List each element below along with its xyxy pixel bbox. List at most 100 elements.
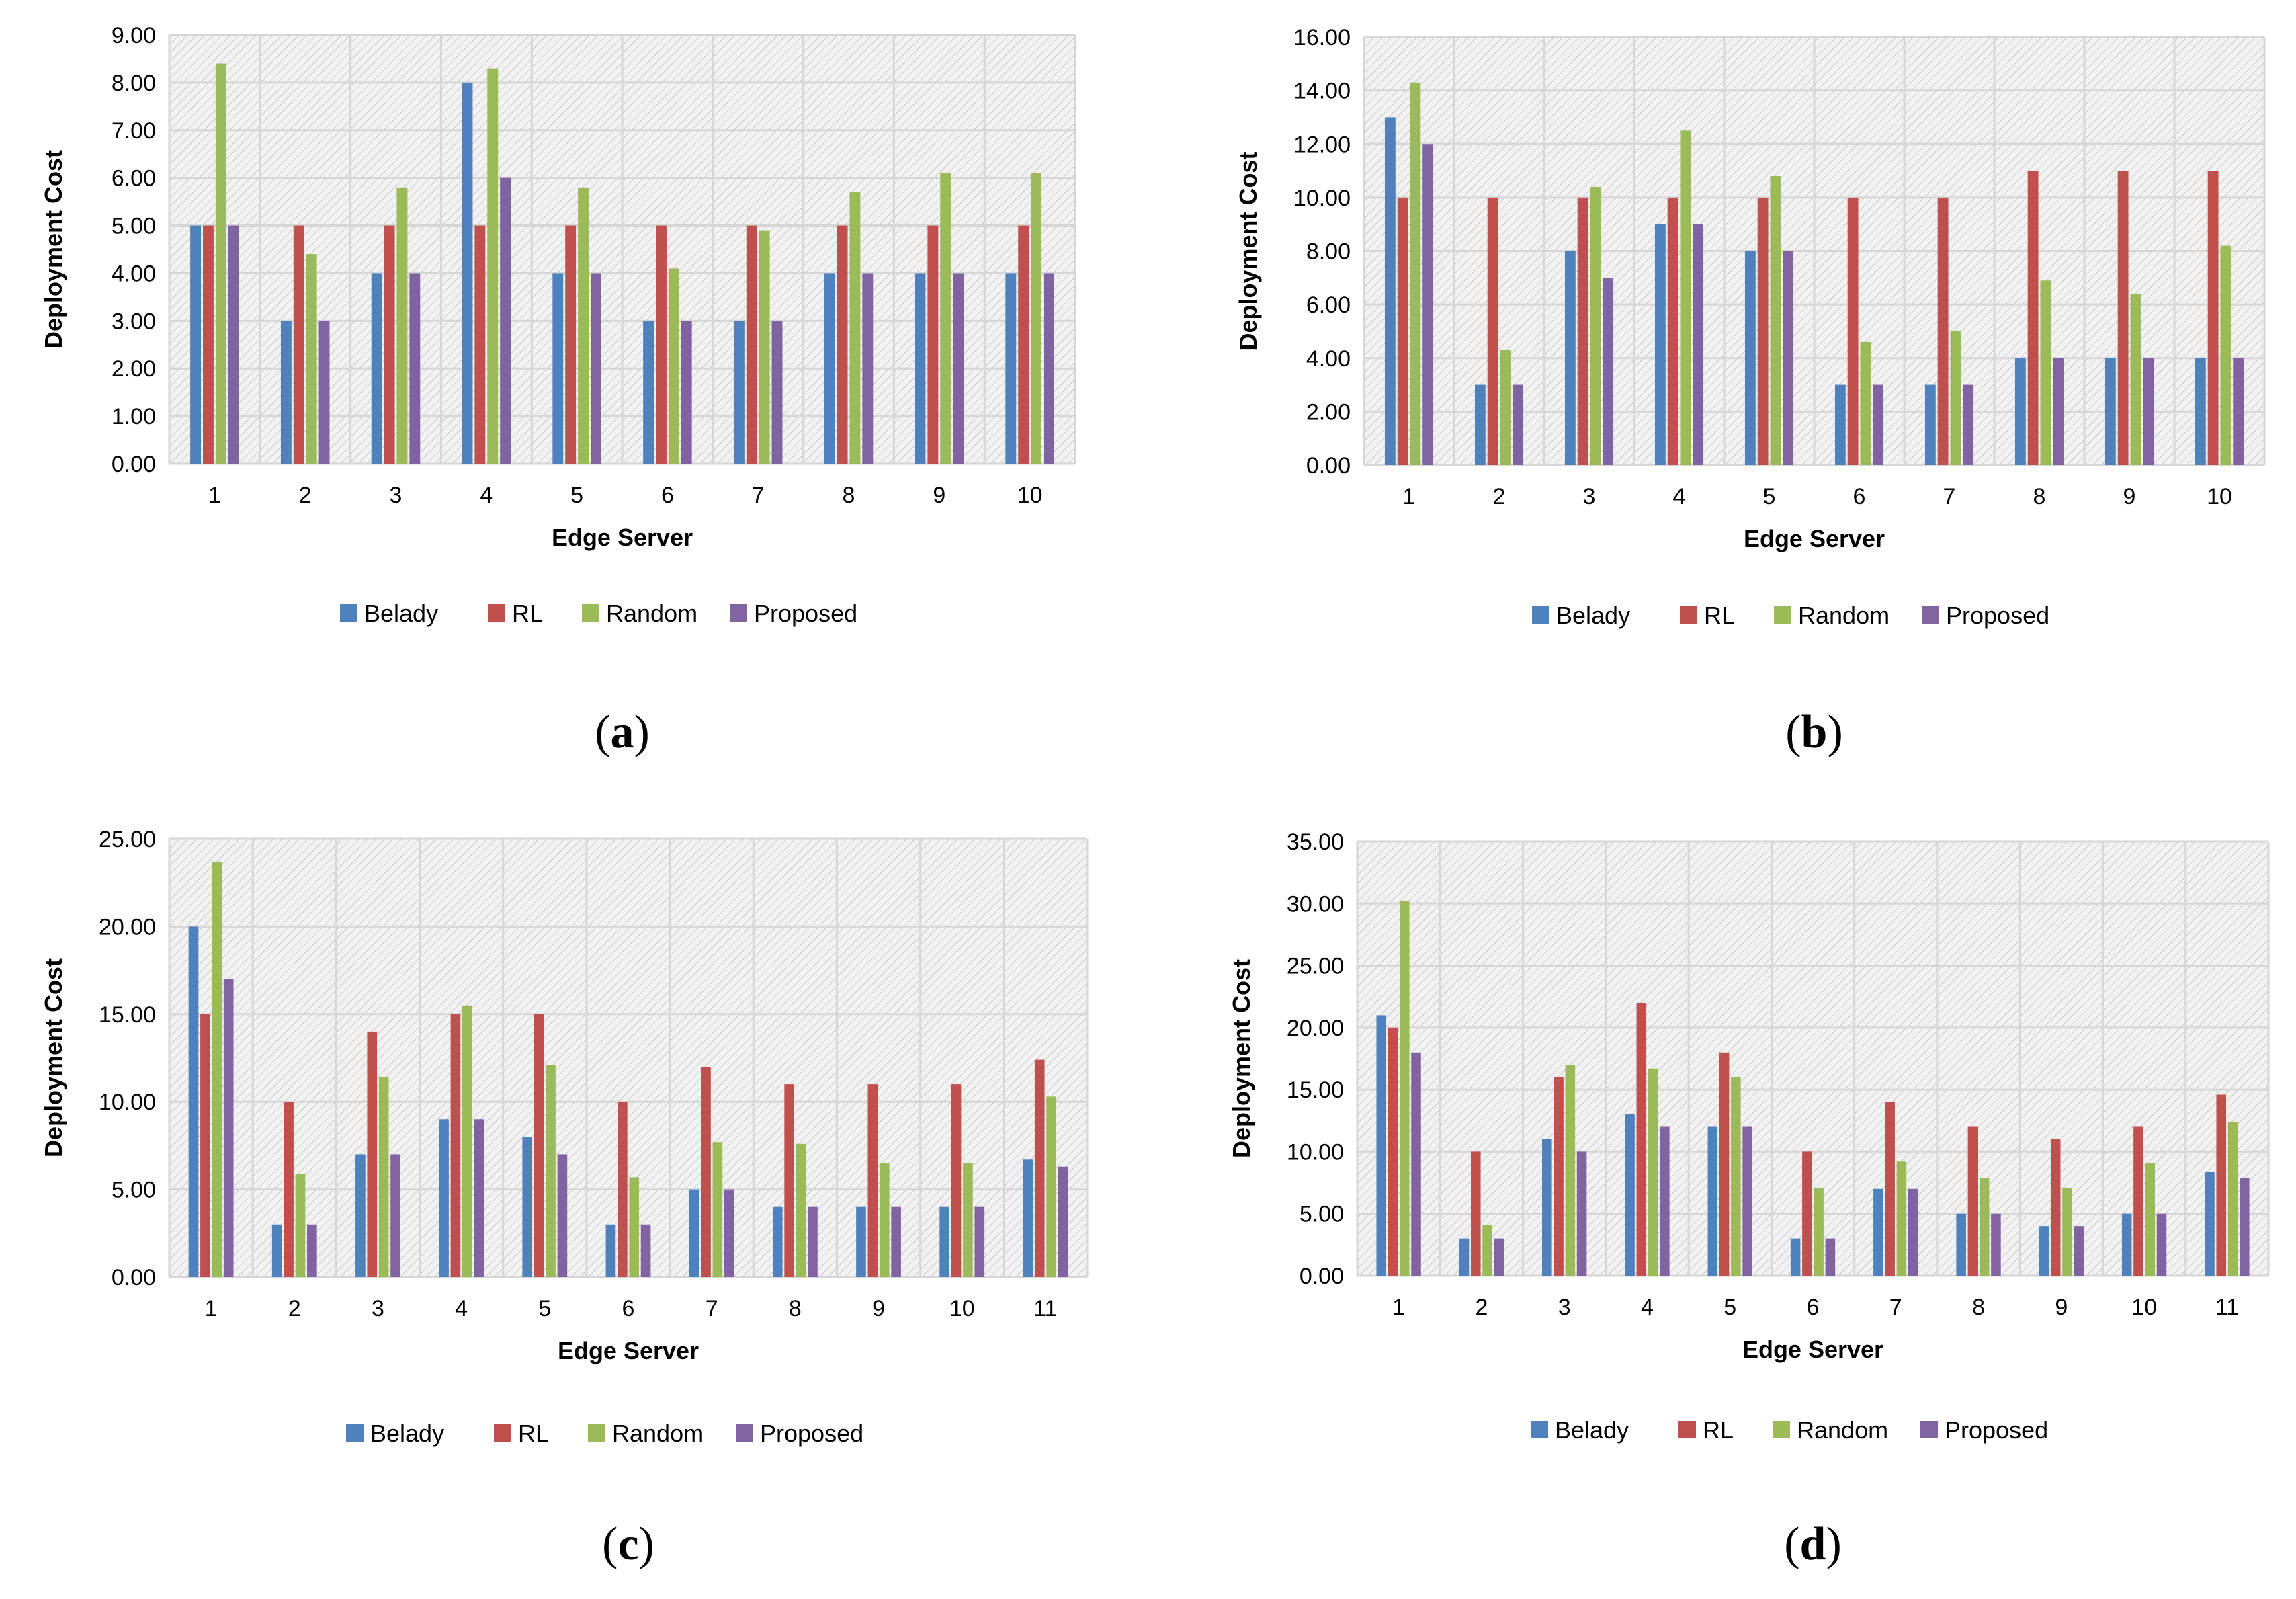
legend-swatch-random <box>1773 1421 1790 1438</box>
bar-belady-5 <box>1744 251 1756 465</box>
bar-belady-10 <box>2195 358 2206 465</box>
x-tick-label: 1 <box>1403 484 1416 509</box>
bar-random-4 <box>1648 1068 1658 1276</box>
bar-proposed-10 <box>2233 358 2244 465</box>
bar-belady-8 <box>2014 358 2026 465</box>
bar-belady-11 <box>2205 1171 2215 1276</box>
bar-proposed-9 <box>953 273 964 464</box>
bar-rl-6 <box>617 1102 628 1277</box>
bar-random-2 <box>1482 1225 1492 1276</box>
x-tick-label: 10 <box>949 1296 975 1321</box>
y-tick-label: 16.00 <box>1293 25 1351 50</box>
y-tick-label: 4.00 <box>112 261 156 286</box>
bar-belady-8 <box>824 273 835 464</box>
x-tick-label: 2 <box>1493 484 1506 509</box>
panel-caption: (b) <box>1785 706 1843 758</box>
x-tick-label: 7 <box>1943 484 1956 509</box>
x-axis-title: Edge Server <box>552 524 693 551</box>
x-tick-label: 8 <box>789 1296 802 1321</box>
bar-belady-7 <box>733 321 745 464</box>
y-tick-label: 0.00 <box>1306 453 1351 479</box>
x-tick-label: 1 <box>208 483 221 508</box>
bar-rl-6 <box>1847 197 1859 465</box>
y-tick-label: 2.00 <box>1306 399 1351 425</box>
panel-caption: (a) <box>595 706 650 758</box>
bar-random-8 <box>849 192 861 464</box>
bar-random-1 <box>212 861 222 1277</box>
y-tick-label: 7.00 <box>112 118 156 144</box>
y-tick-label: 12.00 <box>1293 132 1351 157</box>
bar-proposed-7 <box>771 321 783 464</box>
bar-belady-3 <box>355 1154 366 1277</box>
bar-proposed-10 <box>2156 1213 2167 1276</box>
x-tick-label: 2 <box>288 1296 301 1321</box>
legend-label-rl: RL <box>1704 602 1735 629</box>
bar-rl-2 <box>284 1102 294 1277</box>
plot-area <box>169 839 1087 1277</box>
legend-label-proposed: Proposed <box>1946 602 2049 629</box>
bar-rl-8 <box>2027 171 2039 465</box>
x-tick-label: 1 <box>205 1296 218 1321</box>
bar-random-5 <box>1731 1077 1741 1276</box>
bar-proposed-4 <box>1660 1126 1670 1276</box>
bar-rl-7 <box>1937 197 1949 465</box>
bar-random-8 <box>1979 1178 1990 1276</box>
legend-swatch-rl <box>494 1424 511 1442</box>
y-axis-title: Deployment Cost <box>40 958 67 1157</box>
y-tick-label: 8.00 <box>1306 239 1351 265</box>
bar-random-8 <box>2040 280 2051 465</box>
bar-random-10 <box>1031 173 1041 464</box>
bar-rl-5 <box>534 1014 544 1277</box>
bar-proposed-11 <box>2239 1178 2250 1276</box>
bar-belady-3 <box>371 273 382 464</box>
x-tick-label: 9 <box>2055 1295 2068 1320</box>
legend-label-proposed: Proposed <box>1945 1416 2048 1444</box>
bar-rl-6 <box>656 225 667 464</box>
legend: Belady RL Random Proposed <box>1531 1416 2048 1444</box>
bar-rl-1 <box>1388 1027 1398 1276</box>
bar-rl-5 <box>1719 1052 1730 1276</box>
legend-label-belady: Belady <box>1555 1416 1629 1444</box>
legend: Belady RL Random Proposed <box>340 600 857 627</box>
y-tick-label: 0.00 <box>1300 1264 1344 1289</box>
bar-proposed-4 <box>1693 224 1704 465</box>
bar-rl-1 <box>1397 197 1408 465</box>
bar-belady-4 <box>439 1119 449 1277</box>
bar-rl-9 <box>2050 1139 2061 1276</box>
plot-area <box>1357 842 2268 1276</box>
bar-belady-1 <box>188 926 199 1277</box>
bar-belady-10 <box>1005 273 1017 464</box>
bar-rl-6 <box>1802 1151 1812 1276</box>
legend-label-belady: Belady <box>370 1420 444 1447</box>
bar-belady-9 <box>915 273 926 464</box>
bar-random-5 <box>546 1065 556 1277</box>
bar-proposed-3 <box>390 1154 400 1277</box>
legend-label-random: Random <box>1797 1416 1888 1444</box>
bar-belady-11 <box>1023 1159 1033 1277</box>
y-tick-label: 14.00 <box>1293 79 1351 104</box>
bar-proposed-8 <box>2053 358 2064 465</box>
x-tick-label: 11 <box>2215 1295 2239 1320</box>
x-tick-label: 3 <box>1558 1295 1571 1320</box>
bar-proposed-6 <box>1873 384 1884 465</box>
x-tick-label: 9 <box>933 483 945 508</box>
x-tick-label: 8 <box>843 483 855 508</box>
bar-belady-10 <box>2121 1213 2132 1276</box>
bar-belady-2 <box>271 1224 282 1277</box>
bar-rl-7 <box>701 1067 711 1277</box>
bar-proposed-7 <box>1963 384 1974 465</box>
legend-label-random: Random <box>1798 602 1889 629</box>
bar-proposed-5 <box>1742 1126 1752 1276</box>
bar-proposed-10 <box>974 1206 985 1277</box>
bar-belady-2 <box>280 321 292 464</box>
bar-belady-9 <box>2039 1226 2049 1276</box>
bar-rl-3 <box>367 1031 378 1277</box>
bar-proposed-8 <box>1991 1213 2001 1276</box>
bar-rl-2 <box>1487 197 1498 465</box>
chart-panel-d: 0.00 5.00 10.00 15.00 20.00 25.00 30.00 35.00 1 2… <box>1228 829 2270 1570</box>
bar-belady-6 <box>1790 1238 1801 1276</box>
y-tick-label: 2.00 <box>112 356 156 382</box>
bar-belady-6 <box>605 1224 616 1277</box>
x-tick-label: 5 <box>1763 484 1776 509</box>
legend-swatch-rl <box>1678 1421 1696 1438</box>
